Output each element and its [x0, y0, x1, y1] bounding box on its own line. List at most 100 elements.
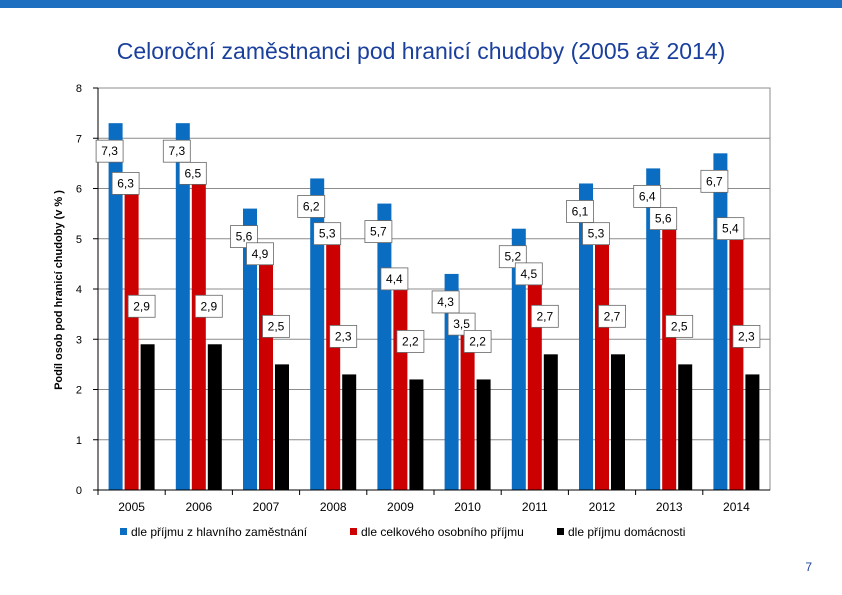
bar-2-2013	[678, 364, 693, 490]
x-tick-label: 2010	[454, 500, 481, 514]
legend-entry-2: dle příjmu domácnosti	[568, 525, 685, 539]
bar-2-2006	[207, 344, 222, 490]
y-tick-label: 3	[76, 334, 82, 346]
data-label-box	[329, 325, 358, 348]
data-label-box	[178, 161, 207, 185]
x-tick-label: 2005	[118, 500, 145, 514]
data-label-box	[230, 225, 258, 249]
page-number: 7	[805, 560, 812, 574]
data-label: 2,5	[268, 319, 285, 333]
data-labels: 7,3 6,3 2,9 7,3 6,5 2,9 5,6 4,9 2,5 6,2 5,3 2,3 5,7 4…	[95, 139, 761, 353]
bar-0-2009	[377, 203, 392, 490]
bar-0-2007	[243, 208, 257, 490]
data-label: 2,3	[335, 329, 352, 343]
legend-entry-0: dle příjmu z hlavního zaměstnání	[131, 525, 308, 539]
data-label-box	[732, 325, 761, 348]
data-label: 2,2	[402, 334, 419, 348]
y-axis-label: Podíl osob pod hranicí chudoby (v % )	[53, 190, 65, 390]
data-label-box	[380, 267, 409, 291]
data-label: 7,3	[101, 144, 118, 158]
data-label: 2,2	[469, 334, 486, 348]
data-label-box	[463, 330, 492, 353]
bar-1-2014	[729, 218, 744, 490]
y-tick-label: 4	[76, 284, 82, 296]
bar-1-2008	[326, 223, 341, 491]
data-label: 7,3	[168, 144, 185, 158]
x-tick-label: 2008	[320, 500, 347, 514]
x-tick-label: 2007	[253, 500, 280, 514]
data-label-box	[566, 200, 594, 223]
bar-1-2012	[595, 223, 609, 491]
data-label-box	[431, 290, 460, 314]
data-label-box	[716, 217, 745, 241]
data-label: 6,5	[184, 166, 201, 180]
bar-1-2011	[527, 263, 542, 490]
data-label-box	[313, 222, 342, 246]
legend: dle příjmu z hlavního zaměstnání dle celk…	[120, 525, 685, 539]
legend-swatch-2	[557, 528, 564, 535]
data-label: 2,3	[738, 329, 755, 343]
bar-2-2011	[543, 354, 558, 490]
bar-1-2006	[191, 163, 206, 490]
data-label-box	[598, 304, 626, 328]
data-label: 6,7	[706, 174, 723, 188]
bar-1-2010	[460, 314, 475, 490]
data-label-box	[364, 220, 393, 243]
bar-0-2014	[713, 153, 728, 490]
data-label: 2,7	[604, 309, 621, 323]
bars	[108, 123, 760, 491]
x-tick-label: 2012	[589, 500, 616, 514]
x-tick-label: 2011	[522, 500, 548, 514]
data-label-box	[246, 242, 274, 266]
legend-swatch-0	[120, 528, 127, 535]
bar-2-2005	[140, 344, 155, 490]
bar-0-2006	[175, 123, 190, 491]
bar-1-2007	[259, 243, 273, 490]
data-label: 2,9	[200, 299, 217, 313]
bar-2-2009	[409, 379, 424, 490]
bar-2-2007	[275, 364, 289, 490]
y-tick-label: 6	[76, 184, 82, 196]
y-tick-label: 5	[76, 234, 82, 246]
data-label: 6,4	[639, 189, 656, 203]
bar-1-2005	[124, 173, 139, 491]
top-accent-bar	[0, 0, 842, 8]
page-title: Celoroční zaměstnanci pod hranicí chudob…	[116, 38, 726, 64]
data-label-box	[95, 139, 124, 163]
x-tick-label: 2009	[387, 500, 414, 514]
data-label-box	[530, 304, 559, 328]
bar-2-2008	[342, 374, 357, 490]
data-label-box	[262, 314, 290, 338]
data-label: 6,3	[117, 176, 134, 190]
legend-entry-1: dle celkového osobního příjmu	[361, 525, 524, 539]
legend-swatch-1	[350, 528, 357, 535]
x-tick-label: 2006	[185, 500, 212, 514]
data-label-box	[582, 222, 610, 246]
y-tick-label: 0	[76, 485, 82, 497]
data-label: 2,9	[133, 299, 150, 313]
y-tick-label: 7	[76, 133, 82, 145]
data-label: 4,3	[437, 295, 454, 309]
data-label: 6,2	[303, 199, 320, 213]
data-label: 5,7	[370, 225, 387, 239]
data-label: 5,3	[319, 227, 336, 241]
y-tick-label: 1	[76, 435, 82, 447]
data-label: 6,1	[572, 204, 589, 218]
bar-0-2005	[108, 123, 123, 491]
data-label-box	[649, 207, 678, 231]
bar-0-2008	[310, 178, 325, 490]
data-label: 4,5	[520, 267, 537, 281]
x-tick-label: 2013	[656, 500, 683, 514]
data-label-box	[447, 312, 476, 336]
data-label-box	[297, 195, 326, 218]
bar-2-2010	[476, 379, 491, 490]
data-label: 4,4	[386, 272, 403, 286]
x-tick-label: 2014	[723, 500, 750, 514]
data-label-box	[111, 172, 140, 195]
bar-0-2013	[646, 168, 661, 490]
bar-1-2013	[662, 208, 677, 490]
data-label: 5,4	[722, 222, 739, 236]
bar-2-2012	[611, 354, 625, 490]
data-label: 5,3	[588, 227, 605, 241]
data-label: 3,5	[453, 317, 470, 331]
